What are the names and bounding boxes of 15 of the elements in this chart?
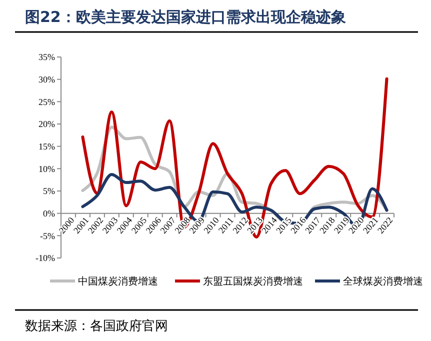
y-tick-label: 25%	[38, 96, 56, 107]
y-tick-label: 15%	[38, 141, 56, 152]
y-tick-label: 10%	[38, 164, 56, 174]
y-tick-label: -10%	[36, 253, 56, 264]
y-tick-label: 35%	[38, 52, 56, 62]
y-tick-label: 20%	[38, 119, 56, 130]
chart-title: 图22：欧美主要发达国家进口需求出现企稳迹象	[25, 8, 346, 26]
source-note: 数据来源：各国政府官网	[25, 318, 168, 334]
legend-label: 全球煤炭消费增速	[343, 276, 423, 288]
y-tick-label: -5%	[40, 230, 56, 241]
legend-label: 东盟五国煤炭消费增速	[203, 276, 303, 288]
legend-label: 中国煤炭消费增速	[78, 276, 158, 288]
y-tick-label: 30%	[38, 74, 56, 84]
y-tick-label: 5%	[43, 186, 56, 196]
y-tick-label: 0%	[43, 208, 56, 218]
